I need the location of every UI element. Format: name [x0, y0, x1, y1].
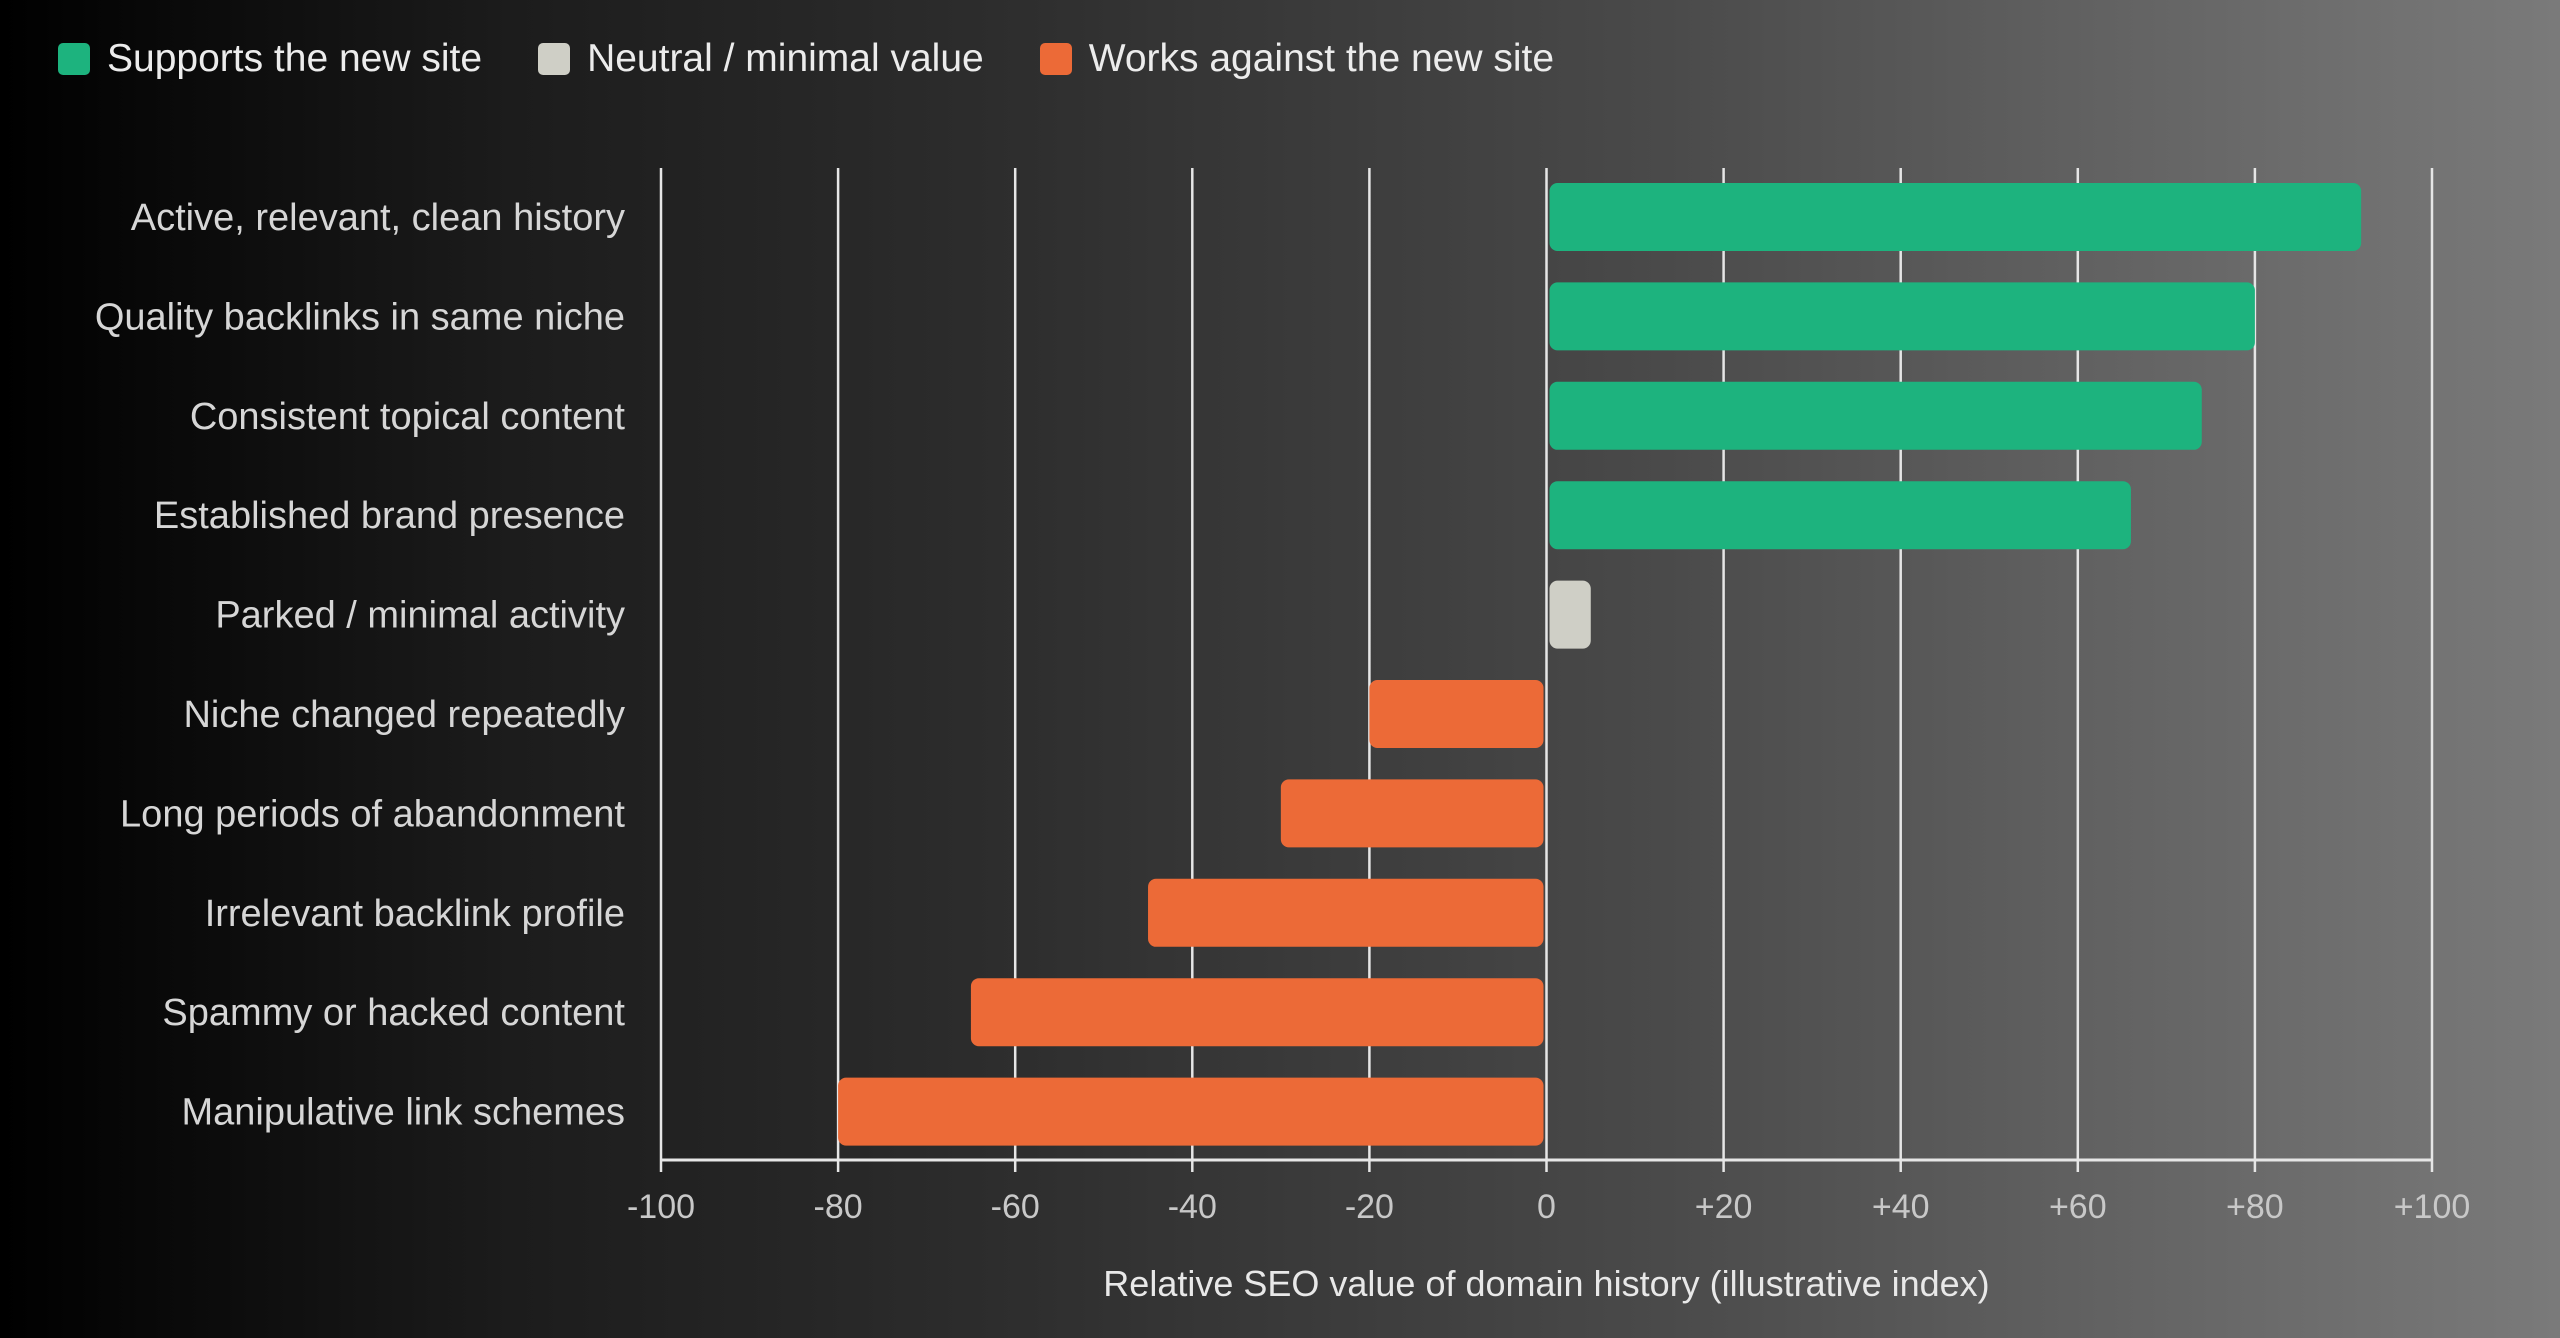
x-tick-label-6: +20: [1695, 1188, 1753, 1226]
bar-8: [970, 978, 1544, 1047]
bar-5: [1369, 680, 1544, 748]
category-label-8: Spammy or hacked content: [162, 992, 625, 1034]
bar-4: [1549, 580, 1591, 649]
category-label-9: Manipulative link schemes: [181, 1092, 625, 1134]
bar-3: [1549, 481, 2131, 550]
bar-6: [1280, 779, 1544, 848]
x-tick-label-7: +40: [1872, 1188, 1930, 1226]
category-label-0: Active, relevant, clean history: [131, 197, 625, 239]
legend-swatch-against: [1039, 43, 1072, 75]
legend-item-neutral: Neutral / minimal value: [538, 37, 984, 81]
legend-label-neutral: Neutral / minimal value: [587, 37, 984, 80]
x-axis-title: Relative SEO value of domain history (il…: [1103, 1263, 1989, 1304]
legend-label-against: Works against the new site: [1088, 37, 1555, 80]
bar-9: [838, 1077, 1544, 1146]
x-tick-label-0: -100: [627, 1188, 695, 1226]
category-label-5: Niche changed repeatedly: [183, 694, 625, 736]
bar-0: [1549, 183, 2362, 251]
x-tick-label-5: 0: [1537, 1188, 1556, 1226]
category-label-2: Consistent topical content: [190, 396, 626, 438]
category-label-6: Long periods of abandonment: [120, 793, 625, 835]
legend-swatch-supports: [58, 43, 90, 75]
bar-2: [1549, 381, 2202, 450]
legend: Supports the new site Neutral / minimal v…: [58, 34, 1610, 84]
x-tick-label-9: +80: [2226, 1188, 2284, 1226]
category-label-7: Irrelevant backlink profile: [205, 893, 625, 935]
category-label-4: Parked / minimal activity: [215, 595, 625, 637]
category-label-1: Quality backlinks in same niche: [95, 296, 625, 338]
legend-label-supports: Supports the new site: [107, 37, 483, 80]
x-tick-label-8: +60: [2049, 1188, 2107, 1226]
x-tick-label-3: -40: [1168, 1188, 1217, 1226]
x-tick-label-10: +100: [2394, 1188, 2471, 1226]
x-tick-label-1: -80: [814, 1188, 863, 1226]
legend-swatch-neutral: [538, 43, 571, 75]
bar-1: [1549, 282, 2255, 351]
legend-item-against: Works against the new site: [1039, 37, 1555, 81]
x-tick-label-2: -60: [991, 1188, 1040, 1226]
legend-item-supports: Supports the new site: [58, 37, 482, 81]
bar-7: [1148, 878, 1544, 947]
x-tick-label-4: -20: [1345, 1188, 1394, 1226]
category-label-3: Established brand presence: [154, 495, 625, 537]
